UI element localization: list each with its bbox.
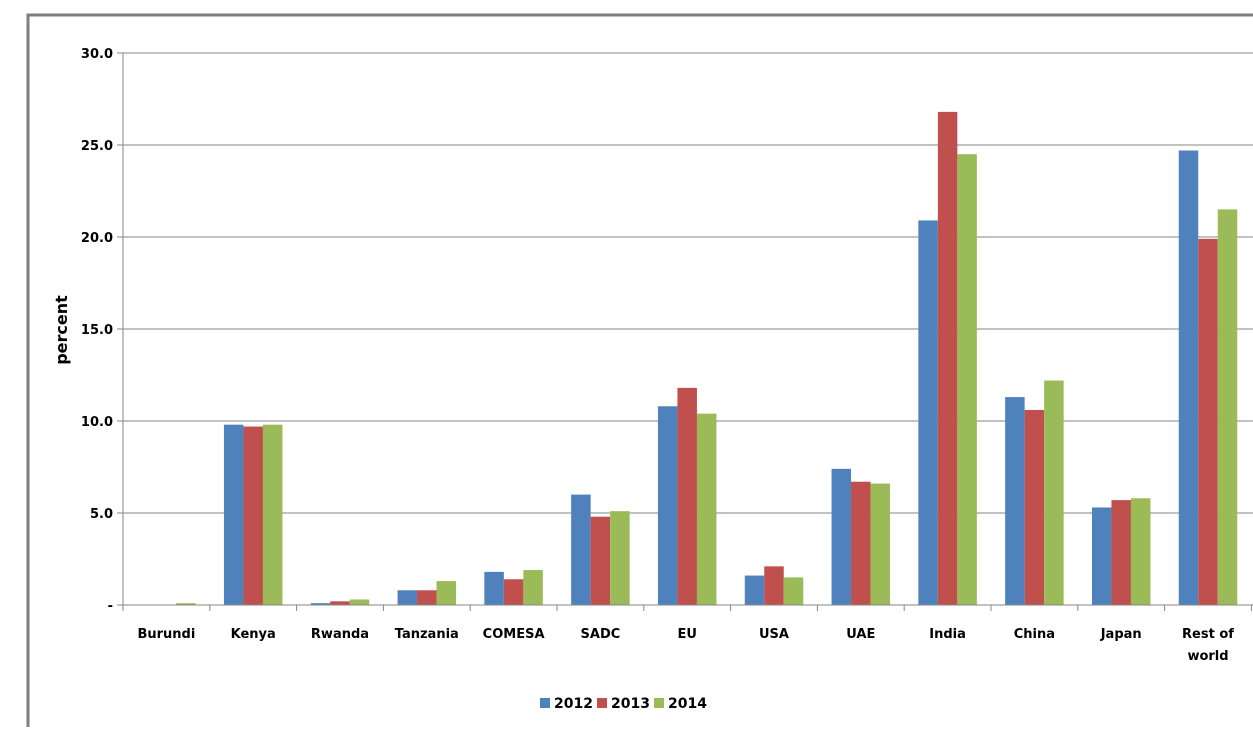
y-tick-label: 20.0 <box>81 231 113 246</box>
x-category-labels: Burundi Kenya Rwanda Tanzania COMESA SADC EU US… <box>137 627 1234 664</box>
bar-2014-usa <box>783 577 804 605</box>
x-category-label: Rwanda <box>311 627 369 642</box>
bar-2013-sadc <box>590 516 611 605</box>
bar-2014-uae <box>870 483 891 605</box>
bar-2013-rwanda <box>330 601 350 605</box>
x-category-label: Tanzania <box>395 627 459 642</box>
x-category-label: Japan <box>1100 627 1142 642</box>
bar-2014-eu <box>696 413 717 605</box>
bar-2012-eu <box>657 406 678 605</box>
x-category-label: USA <box>759 627 789 642</box>
bar-2014-rwanda <box>349 599 370 605</box>
legend-swatch-2013 <box>597 698 607 708</box>
bar-2013-uae <box>851 481 871 605</box>
y-tick-label: 25.0 <box>81 139 113 154</box>
legend-label-2012: 2012 <box>554 696 593 712</box>
bar-2013-rest-of-world <box>1198 238 1218 605</box>
bar-2014-kenya <box>262 424 283 605</box>
axes <box>122 53 1253 611</box>
bar-2012-kenya <box>223 424 244 605</box>
legend-swatch-2014 <box>654 698 664 708</box>
chart-border <box>26 13 1253 731</box>
y-tick-label: - <box>108 599 113 614</box>
bar-2012-china <box>1005 397 1025 605</box>
y-tick-labels: - 5.0 10.0 15.0 20.0 25.0 30.0 <box>81 47 113 614</box>
bar-2014-burundi <box>176 603 196 605</box>
y-axis-label: percent <box>52 295 71 365</box>
x-category-label: China <box>1014 627 1055 642</box>
bar-2012-rwanda <box>310 603 331 605</box>
bar-2014-rest-of-world <box>1217 209 1238 605</box>
bars <box>176 111 1238 605</box>
bar-2012-tanzania <box>397 590 418 605</box>
x-category-label: Rest of world <box>1182 627 1234 664</box>
bar-2012-comesa <box>484 571 504 605</box>
bar-2014-tanzania <box>436 581 457 605</box>
x-category-label: SADC <box>581 627 621 642</box>
x-category-label: Burundi <box>137 627 195 642</box>
legend: 2012 2013 2014 <box>540 696 707 712</box>
bar-2013-china <box>1024 409 1045 605</box>
y-tick-label: 5.0 <box>90 507 113 522</box>
bar-2012-india <box>918 220 938 605</box>
bar-2013-comesa <box>503 579 524 605</box>
bar-2013-eu <box>677 387 697 605</box>
x-category-label: EU <box>677 627 696 642</box>
bar-2012-usa <box>744 575 765 605</box>
x-category-label: Kenya <box>231 627 276 642</box>
bar-2014-china <box>1044 380 1064 605</box>
bar-2012-rest-of-world <box>1178 150 1199 605</box>
bar-2013-japan <box>1111 500 1131 605</box>
bar-2013-usa <box>764 566 784 605</box>
bar-2013-kenya <box>243 426 263 605</box>
legend-label-2013: 2013 <box>611 696 650 712</box>
bar-2013-india <box>937 111 958 605</box>
bar-2012-sadc <box>571 494 591 605</box>
bar-2012-japan <box>1091 507 1112 605</box>
y-tick-label: 15.0 <box>81 323 113 338</box>
y-tick-label: 10.0 <box>81 415 113 430</box>
legend-label-2014: 2014 <box>668 696 707 712</box>
bar-2014-sadc <box>610 511 630 605</box>
bar-2014-comesa <box>523 570 543 605</box>
x-category-label: India <box>929 627 966 642</box>
bar-2014-japan <box>1130 498 1151 605</box>
bar-2013-tanzania <box>417 590 437 605</box>
x-category-label: UAE <box>846 627 875 642</box>
legend-swatch-2012 <box>540 698 550 708</box>
gridlines <box>117 52 1253 606</box>
bar-2012-uae <box>831 468 852 605</box>
bar-2014-india <box>957 154 977 605</box>
x-category-label: COMESA <box>483 627 545 642</box>
y-tick-label: 30.0 <box>81 47 113 62</box>
